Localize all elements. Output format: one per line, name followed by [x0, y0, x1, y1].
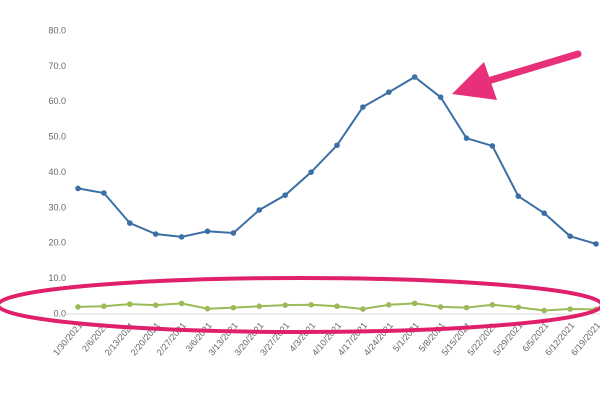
data-point	[411, 300, 418, 307]
data-point	[256, 303, 263, 310]
highlight-ellipse	[0, 276, 600, 334]
y-tick-label: 10.0	[48, 273, 66, 283]
series-line	[77, 75, 597, 245]
data-point	[127, 220, 133, 226]
data-point	[101, 303, 107, 310]
data-point	[282, 302, 289, 308]
data-point	[360, 306, 366, 312]
arrow-shaft	[474, 50, 582, 88]
data-point	[204, 228, 211, 235]
data-point	[386, 89, 392, 95]
data-point	[463, 135, 470, 141]
y-tick-label: 50.0	[48, 132, 66, 142]
pointer-arrow	[452, 50, 582, 100]
y-tick-label: 20.0	[48, 238, 66, 248]
y-tick-label: 0.0	[53, 308, 66, 318]
data-point	[386, 302, 392, 308]
data-point	[437, 94, 444, 100]
data-point	[230, 304, 237, 311]
y-tick-label: 30.0	[48, 202, 66, 212]
x-tick-label: 5/1/2021	[391, 320, 421, 353]
x-tick-label: 1/30/2021	[51, 320, 84, 357]
y-tick-label: 40.0	[48, 167, 66, 177]
data-point	[411, 74, 418, 80]
data-point	[515, 304, 522, 311]
data-point	[308, 302, 314, 308]
data-point	[463, 304, 470, 311]
y-tick-label: 70.0	[48, 61, 66, 71]
y-tick-label: 80.0	[48, 25, 66, 35]
data-point	[152, 302, 159, 308]
data-point	[489, 302, 496, 308]
arrow-head	[452, 62, 497, 100]
data-point	[334, 303, 340, 310]
data-point	[593, 241, 599, 247]
data-point	[178, 234, 185, 240]
data-point	[360, 104, 366, 110]
data-point	[489, 143, 496, 149]
data-point	[541, 210, 547, 216]
data-point	[256, 207, 263, 213]
data-point	[204, 305, 211, 312]
data-point	[230, 230, 237, 236]
data-point	[567, 306, 573, 312]
data-point	[101, 190, 107, 196]
data-point	[541, 307, 547, 314]
data-point	[437, 304, 444, 310]
data-point	[127, 301, 133, 307]
data-point	[75, 185, 81, 192]
data-point	[308, 169, 314, 175]
data-point	[515, 193, 522, 200]
data-point	[567, 233, 573, 239]
data-point	[152, 231, 159, 237]
data-point	[178, 300, 185, 307]
data-point	[75, 304, 81, 310]
data-point	[282, 192, 289, 198]
data-point	[334, 142, 340, 149]
y-tick-label: 60.0	[48, 96, 66, 106]
